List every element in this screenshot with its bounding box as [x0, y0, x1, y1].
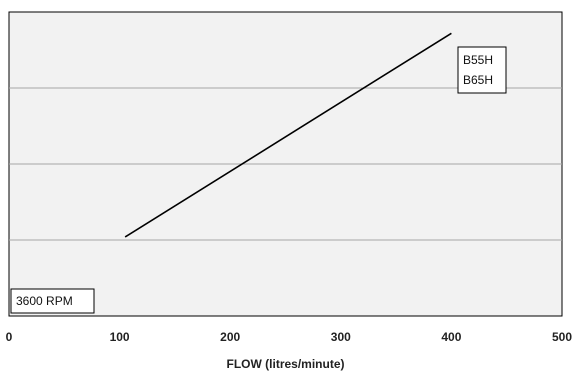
x-tick-label-300: 300 — [331, 330, 351, 344]
legend-box: B55H B65H — [457, 46, 507, 94]
x-tick-label-0: 0 — [6, 330, 13, 344]
x-tick-label-400: 400 — [441, 330, 461, 344]
rpm-annotation-frame — [10, 288, 95, 314]
series-lines — [124, 32, 452, 238]
legend-entry-b65h: B65H — [463, 73, 493, 87]
x-axis-label: FLOW (litres/minute) — [227, 357, 345, 371]
x-tick-label-500: 500 — [552, 330, 572, 344]
x-tick-label-100: 100 — [110, 330, 130, 344]
legend-frame — [457, 46, 507, 94]
rpm-annotation: 3600 RPM — [10, 288, 95, 314]
x-tick-labels: 0 100 200 300 400 500 — [6, 330, 573, 344]
rpm-annotation-text: 3600 RPM — [16, 294, 73, 308]
series-line-0 — [124, 32, 452, 238]
x-tick-label-200: 200 — [220, 330, 240, 344]
legend-entry-b55h: B55H — [463, 53, 493, 67]
